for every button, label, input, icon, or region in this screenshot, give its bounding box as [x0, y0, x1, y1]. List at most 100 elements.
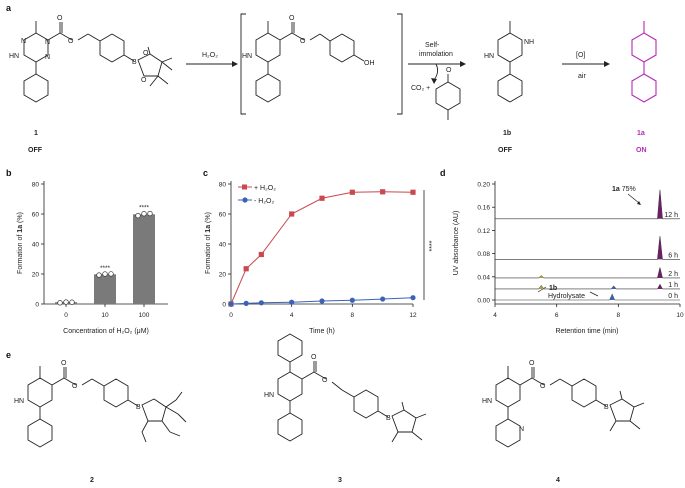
branch-arrow	[433, 63, 439, 81]
panel-label-a: a	[6, 3, 12, 13]
compound-1-o-carbonyl: O	[57, 15, 63, 22]
chart-c-point-plus	[349, 189, 355, 195]
compound-1-n3: N	[45, 54, 50, 61]
reaction-scheme: O O B O O HN N N N 1 OFF H₂O₂	[9, 13, 657, 154]
legend-minus-label: - H₂O₂	[254, 198, 274, 205]
chart-d-xtick-label: 4	[493, 312, 497, 319]
compound-1-b: B	[132, 59, 137, 66]
air-label: air	[578, 73, 586, 80]
chart-b-point	[108, 271, 114, 277]
chart-b-point	[63, 299, 69, 305]
chart-b-significance: ****	[139, 205, 150, 212]
legend-minus-marker	[242, 197, 248, 203]
chart-b-ytick-label: 80	[32, 182, 40, 189]
compound-1b-structure: HN NH	[484, 21, 534, 103]
chart-d-peak-1a	[657, 236, 663, 260]
compound-1a-state: ON	[636, 147, 647, 154]
chart-c-point-minus	[380, 296, 386, 302]
chart-d: UV absorbance (AU) Retention time (min) …	[453, 181, 684, 335]
compound-2-b: B	[136, 404, 141, 411]
chart-d-ytick-label: 0.16	[477, 205, 490, 212]
chart-d-trace	[495, 283, 680, 290]
intermediate-bracket-right	[397, 13, 403, 115]
panel-label-e: e	[6, 350, 11, 360]
self-immolation-text-1: Self-	[425, 42, 440, 49]
chart-c-xlabel: Time (h)	[309, 328, 335, 335]
chart-d-trace-label: 6 h	[668, 252, 678, 259]
compound-3-label: 3	[338, 477, 342, 484]
chart-d-ytick-label: 0.20	[477, 182, 490, 189]
chart-d-ytick-label: 0.00	[477, 298, 490, 305]
chart-d-peak-hydrolysate	[611, 286, 617, 289]
chart-c: Formation of 1a (%) Time (h) **** + H₂O₂…	[205, 181, 436, 335]
chart-d-trace-label: 12 h	[664, 212, 678, 219]
legend-plus-marker	[242, 184, 247, 190]
chart-b-xtick-label: 100	[139, 312, 150, 319]
compound-4-structure: HN O O B N	[482, 360, 645, 448]
chart-c-point-plus	[243, 266, 249, 272]
compound-4-o-carbonyl: O	[529, 360, 535, 367]
chart-d-trace	[495, 236, 680, 260]
chart-b-point	[102, 271, 108, 277]
chart-b-point	[57, 300, 63, 306]
chart-b-point	[69, 299, 75, 305]
compound-2-o-ester: O	[72, 383, 78, 390]
chart-c-point-plus	[410, 189, 416, 195]
chart-b-bar	[133, 214, 155, 304]
chart-b-point	[135, 212, 141, 219]
chart-c-legend: + H₂O₂ - H₂O₂	[238, 184, 276, 205]
chart-d-xlabel: Retention time (min)	[555, 328, 618, 335]
compound-3-b: B	[386, 415, 391, 422]
panel-label-c: c	[203, 168, 208, 178]
chart-c-point-minus	[349, 297, 355, 303]
reagent-h2o2: H₂O₂	[202, 52, 218, 59]
chart-d-xtick-label: 6	[555, 312, 559, 319]
chart-d-peak-1b	[538, 275, 544, 278]
chart-d-peak-1a	[657, 189, 663, 219]
chart-c-ytick-label: 80	[219, 182, 227, 189]
chart-c-xtick-label: 4	[290, 312, 294, 319]
compound-4-pyridine-n: N	[519, 426, 524, 433]
compound-1-structure: O O B O O HN N N N	[9, 15, 173, 103]
compound-1b-label: 1b	[503, 130, 511, 137]
co2-plus: CO₂ +	[411, 85, 430, 92]
chart-d-annotation-1a: 1a 75%	[612, 186, 636, 193]
compound-1-hn: HN	[9, 53, 19, 60]
chart-c-ytick-label: 40	[219, 242, 227, 249]
chart-c-xtick-label: 8	[351, 312, 355, 319]
chart-c-point-plus	[258, 251, 264, 258]
chart-b-significance: ****	[100, 265, 111, 272]
compound-2-structure: HN O O B	[14, 360, 187, 448]
chart-c-point-minus	[319, 298, 325, 304]
compound-2-hn: HN	[14, 398, 24, 405]
compound-1b-nh: NH	[524, 39, 534, 46]
chart-d-peak-1b	[538, 285, 544, 289]
chart-c-ytick-label: 0	[222, 302, 226, 309]
chart-d-ytick-label: 0.08	[477, 251, 490, 258]
chart-c-point-plus	[289, 211, 295, 217]
compound-1-o2: O	[141, 77, 147, 84]
chart-b-xlabel: Concentration of H₂O₂ (μM)	[63, 328, 149, 335]
chart-c-point-minus	[228, 301, 234, 307]
compound-4-b: B	[604, 404, 609, 411]
chart-c-point-plus	[319, 195, 325, 201]
compound-3-structure: HN O O B	[264, 333, 427, 443]
intermediate-bracket-left	[240, 13, 246, 115]
intermediate-hn: HN	[242, 53, 252, 60]
chart-d-annotation-1b-arrow	[537, 286, 547, 293]
compound-1a-structure	[631, 21, 657, 103]
chart-b: Formation of 1a (%) Concentration of H₂O…	[17, 181, 168, 335]
chart-b-ytick-label: 40	[32, 242, 40, 249]
chart-d-peak-1a	[657, 267, 663, 278]
quinone-methide-o: O	[446, 67, 452, 74]
chart-d-ylabel: UV absorbance (AU)	[453, 211, 460, 276]
compound-3-o-ester: O	[322, 377, 328, 384]
chart-b-ytick-label: 0	[35, 302, 39, 309]
chart-d-annotation-1a-arrow	[627, 193, 640, 204]
chart-d-trace	[495, 189, 680, 220]
compound-2-label: 2	[90, 477, 94, 484]
chart-b-ytick-label: 60	[32, 212, 40, 219]
chart-c-ylabel: Formation of 1a (%)	[205, 212, 212, 274]
intermediate-o-carbonyl: O	[289, 15, 295, 22]
chart-d-ytick-label: 0.04	[477, 274, 490, 281]
